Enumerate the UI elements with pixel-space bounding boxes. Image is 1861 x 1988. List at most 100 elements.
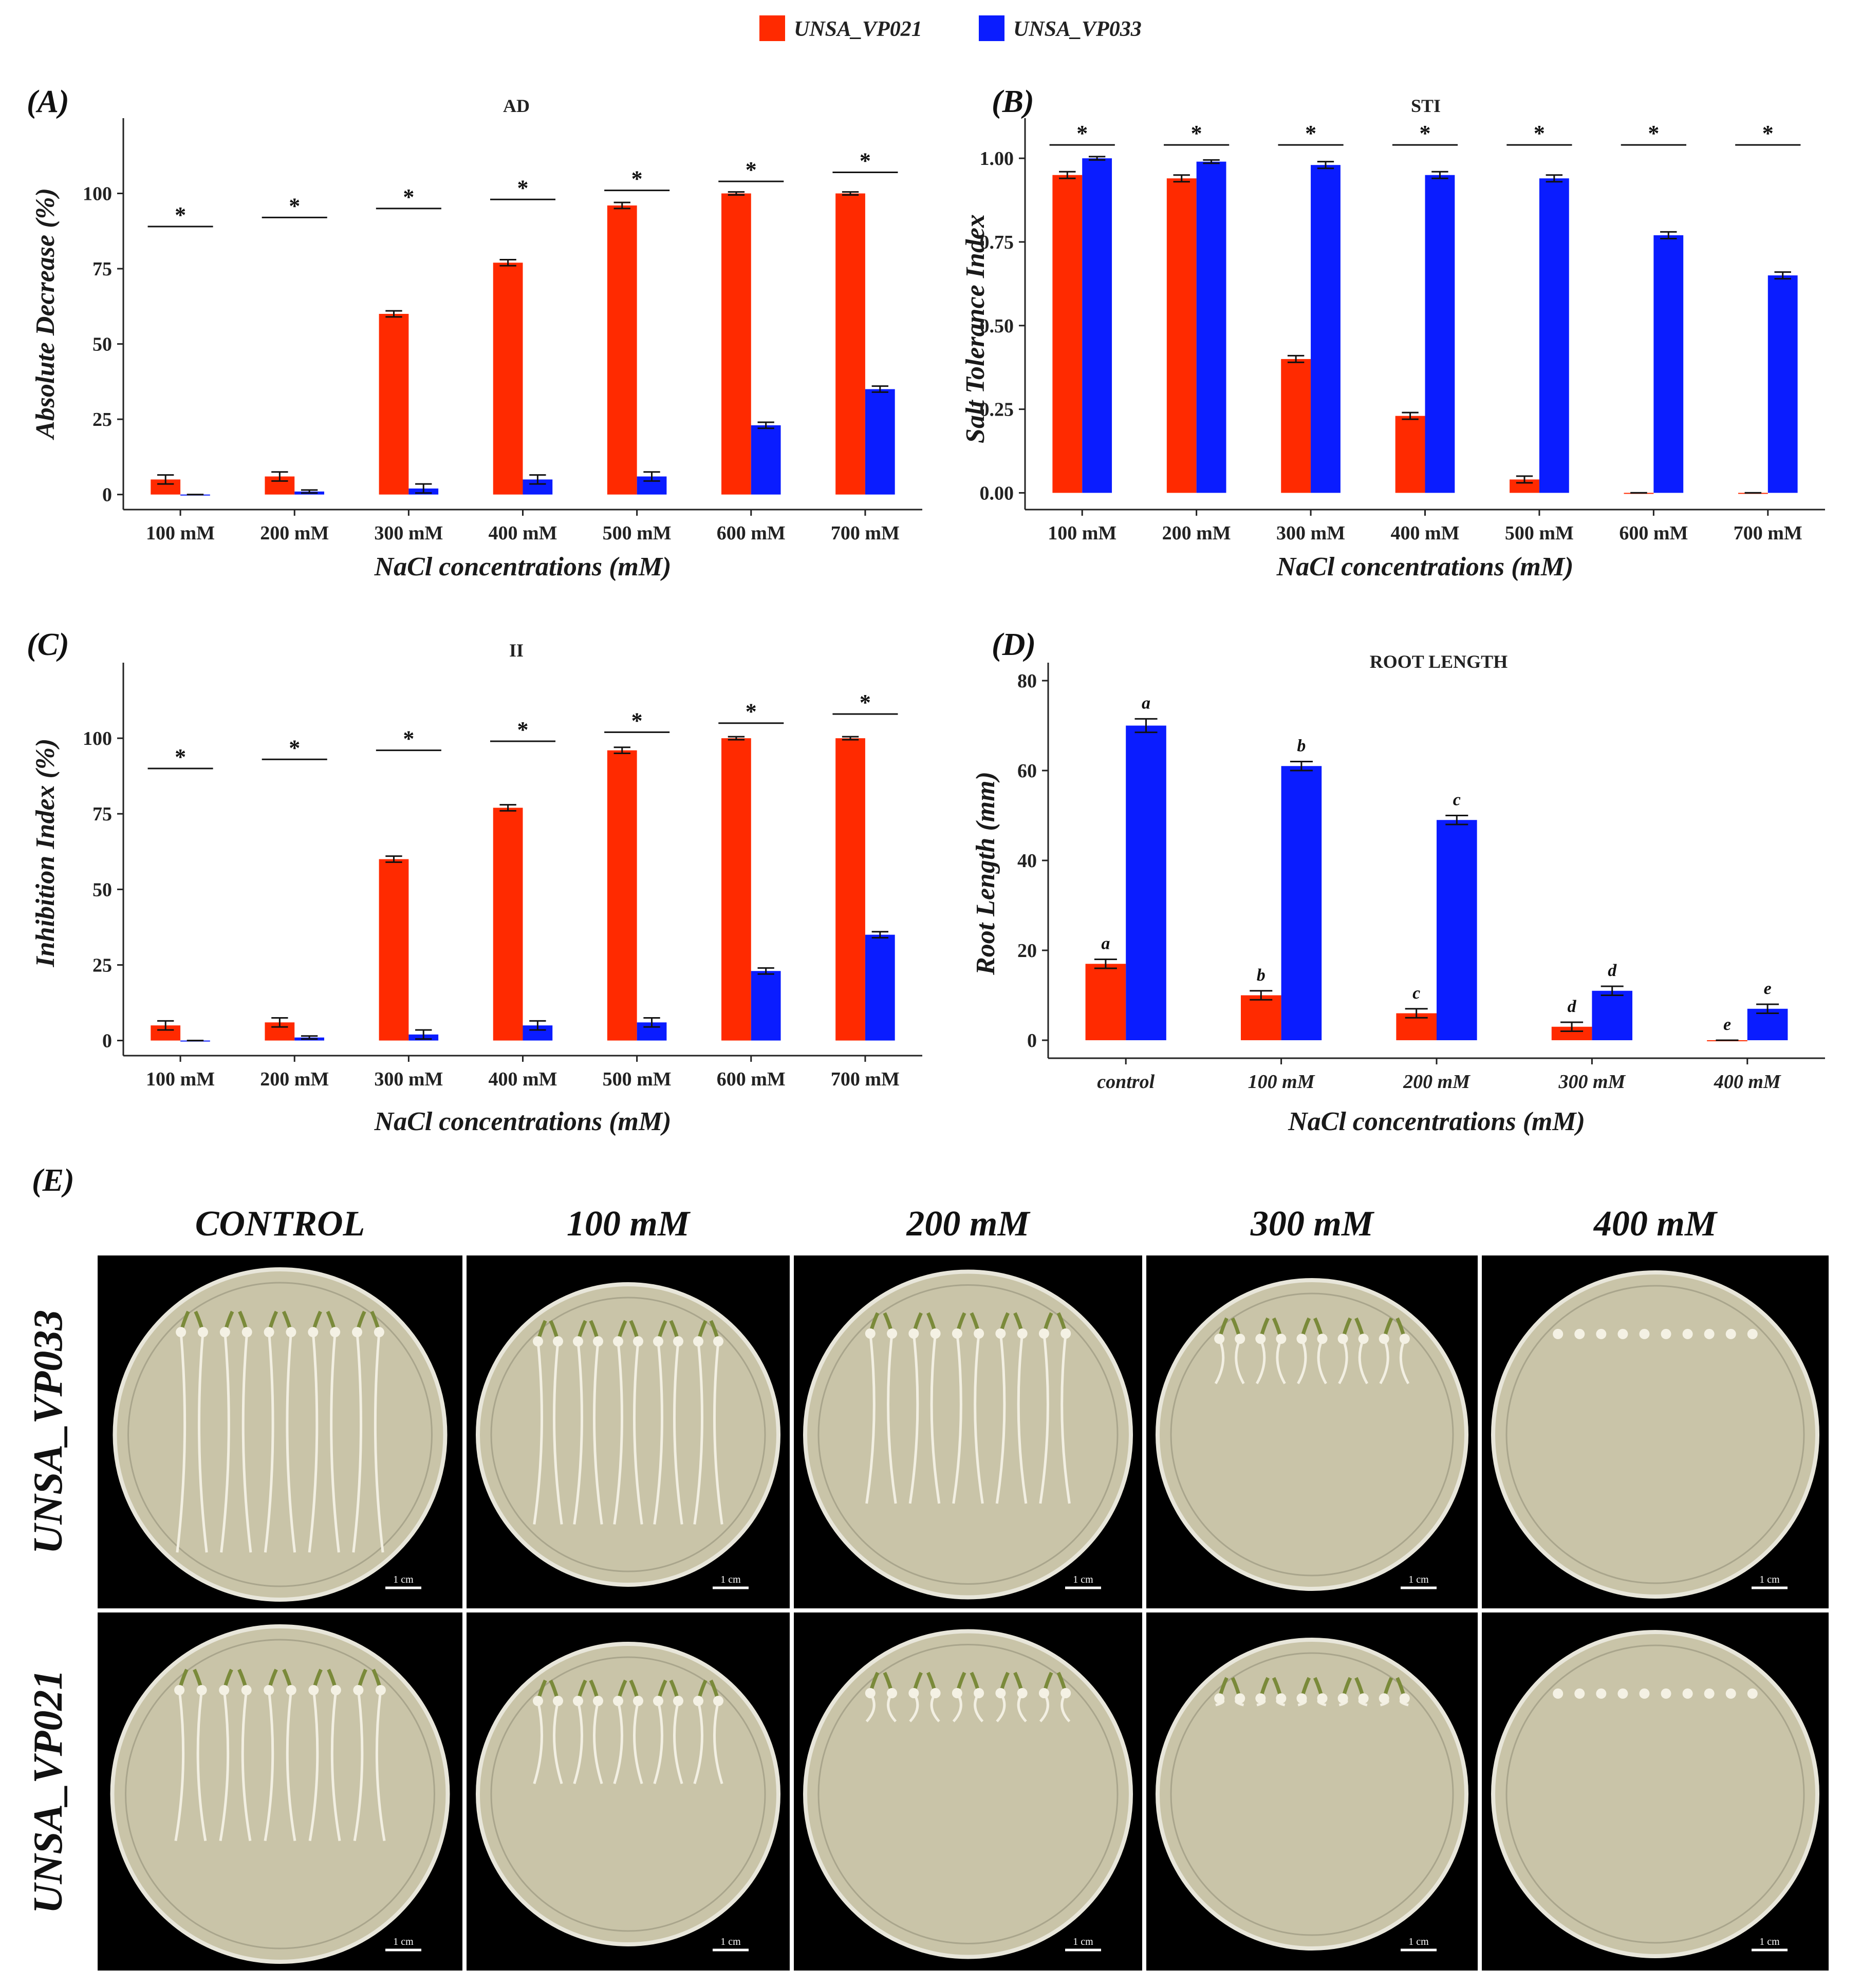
petri-dish-rim	[1505, 1644, 1805, 1944]
seed	[1747, 1328, 1758, 1339]
petri-dish-rim	[127, 1282, 433, 1587]
seed	[593, 1336, 603, 1347]
seedling-root	[673, 1341, 683, 1525]
y-tick-label: 50	[92, 879, 112, 901]
seed	[1639, 1688, 1650, 1699]
significance-star: *	[860, 690, 871, 715]
y-axis-label: Inhibition Index (%)	[31, 739, 60, 968]
bar-series-2	[1425, 175, 1455, 493]
bar-series-2	[1196, 161, 1226, 493]
legend-label-2: UNSA_VP033	[1013, 17, 1142, 41]
seed	[952, 1687, 962, 1698]
seedling-root	[553, 1341, 563, 1525]
bar-series-2	[1437, 820, 1477, 1040]
seed	[1639, 1328, 1650, 1339]
bar-series-2	[1311, 165, 1341, 493]
bar-series-2	[865, 934, 895, 1041]
petri-dish-rim	[1170, 1652, 1454, 1936]
seedling-root	[865, 1333, 876, 1504]
seed	[693, 1696, 703, 1706]
y-tick-label: 100	[83, 728, 112, 749]
y-tick-label: 40	[1017, 850, 1037, 872]
seedling-root	[573, 1341, 583, 1525]
seed	[286, 1685, 296, 1696]
significance-star: *	[1305, 121, 1316, 146]
x-tick-label: 600 mM	[1619, 522, 1688, 544]
seed	[1725, 1328, 1736, 1339]
significance-star: *	[1534, 121, 1545, 146]
seed	[1553, 1688, 1564, 1699]
seed	[308, 1327, 319, 1338]
x-tick-label: 300 mM	[1558, 1071, 1626, 1093]
seed	[930, 1687, 941, 1698]
seedling-root	[176, 1331, 187, 1553]
seed	[1596, 1328, 1607, 1339]
x-axis-label: NaCl concentrations (mM)	[374, 1107, 672, 1136]
y-axis-label: Root Length (mm)	[971, 772, 1000, 976]
seed	[1017, 1328, 1028, 1339]
seed	[1379, 1693, 1389, 1704]
seedling-root	[330, 1331, 340, 1553]
bar-series-2	[751, 971, 781, 1041]
seedling-root	[974, 1333, 984, 1504]
seed	[1596, 1688, 1607, 1699]
bar-series-2	[1082, 158, 1112, 493]
scale-bar-label: 1 cm	[1408, 1574, 1429, 1585]
seedling-root	[952, 1333, 962, 1504]
seed	[1682, 1328, 1693, 1339]
x-tick-label: 500 mM	[603, 522, 672, 544]
seed	[1553, 1328, 1564, 1339]
seed	[1682, 1688, 1693, 1699]
significance-star: *	[403, 184, 414, 210]
scale-bar-label: 1 cm	[393, 1574, 414, 1585]
x-tick-label: 200 mM	[1162, 522, 1231, 544]
y-tick-label: 0	[1027, 1030, 1037, 1052]
seed	[264, 1685, 274, 1696]
seed	[573, 1696, 583, 1706]
legend-label-1: UNSA_VP021	[794, 17, 922, 41]
x-tick-label: 100 mM	[146, 522, 215, 544]
seed	[1358, 1693, 1369, 1704]
bar-series-1	[1052, 175, 1083, 493]
seed	[1574, 1688, 1585, 1699]
seed	[1276, 1693, 1287, 1704]
seedling-root	[353, 1690, 364, 1842]
seedling-root	[219, 1690, 230, 1842]
seedling-root	[995, 1333, 1006, 1504]
seed	[613, 1696, 623, 1706]
bar-series-2	[1767, 275, 1798, 493]
seed	[1725, 1688, 1736, 1699]
significance-letter: b	[1297, 737, 1306, 756]
bar-series-1	[607, 750, 637, 1041]
seedling-root	[693, 1700, 703, 1785]
x-tick-label: 100 mM	[1048, 522, 1116, 544]
seed	[330, 1327, 341, 1338]
petri-dish	[803, 1269, 1133, 1600]
seed	[865, 1328, 876, 1339]
seedling-root	[593, 1700, 603, 1785]
seed	[995, 1328, 1006, 1339]
seedling-root	[713, 1700, 723, 1785]
seed	[553, 1696, 563, 1706]
petri-dish	[110, 1624, 450, 1964]
x-tick-label: 300 mM	[374, 1068, 443, 1090]
seed	[1214, 1693, 1225, 1704]
seed	[1617, 1688, 1628, 1699]
seedling-root	[533, 1341, 543, 1525]
petri-dish	[1156, 1278, 1468, 1591]
seedling-root	[533, 1700, 543, 1785]
x-axis-label: NaCl concentrations (mM)	[1276, 552, 1574, 582]
petri-dish	[1156, 1638, 1468, 1951]
seed	[1317, 1334, 1328, 1344]
significance-star: *	[1420, 121, 1431, 146]
bar-series-1	[379, 314, 409, 495]
petri-dish-rim	[490, 1656, 766, 1932]
significance-star: *	[1191, 121, 1202, 146]
significance-letter: d	[1608, 961, 1617, 980]
seedling-root	[197, 1331, 208, 1553]
seed	[197, 1327, 208, 1338]
y-tick-label: 100	[83, 183, 112, 205]
panel-label: (B)	[992, 84, 1034, 119]
y-axis-label: Absolute Decrease (%)	[31, 188, 60, 440]
x-tick-label: 500 mM	[603, 1068, 672, 1090]
